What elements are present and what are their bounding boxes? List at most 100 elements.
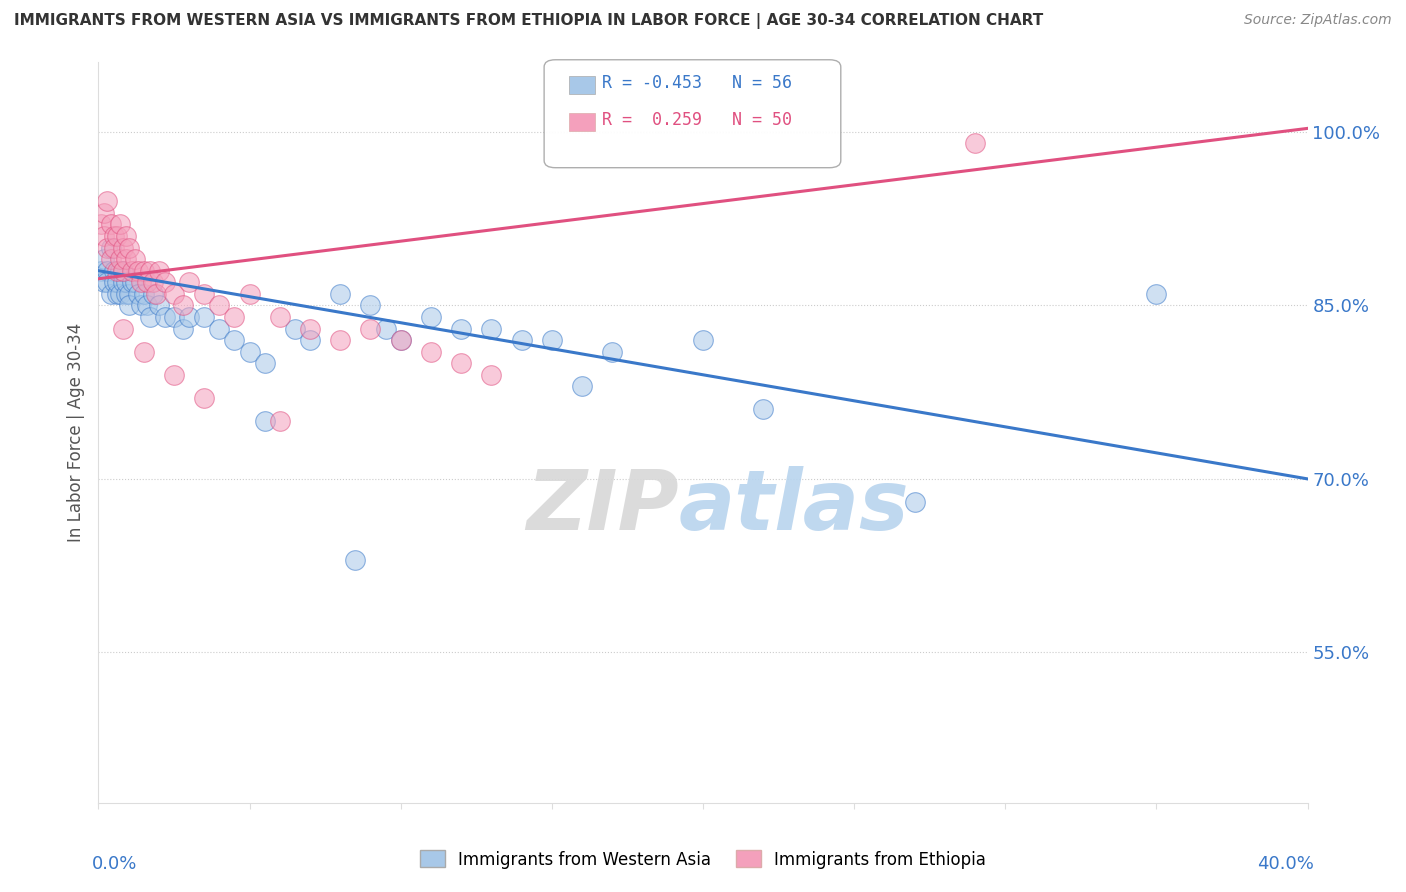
Point bbox=[105, 275, 128, 289]
Point bbox=[148, 263, 170, 277]
Point bbox=[93, 252, 115, 266]
Point bbox=[96, 263, 118, 277]
Point bbox=[103, 263, 125, 277]
Text: 40.0%: 40.0% bbox=[1257, 855, 1313, 872]
Point bbox=[129, 275, 152, 289]
Text: R =  0.259   N = 50: R = 0.259 N = 50 bbox=[602, 112, 792, 129]
Point bbox=[179, 310, 201, 324]
Point bbox=[239, 286, 262, 301]
Point bbox=[124, 275, 146, 289]
Point bbox=[114, 275, 136, 289]
Point bbox=[114, 229, 136, 244]
Point bbox=[132, 286, 155, 301]
Point bbox=[90, 263, 112, 277]
Point bbox=[153, 310, 176, 324]
Point bbox=[153, 275, 176, 289]
Point bbox=[193, 310, 215, 324]
Point bbox=[224, 310, 246, 324]
Point bbox=[108, 218, 131, 232]
Point bbox=[118, 298, 141, 312]
Point bbox=[100, 218, 122, 232]
Point bbox=[111, 263, 134, 277]
Point bbox=[510, 333, 533, 347]
Point bbox=[329, 286, 352, 301]
Point bbox=[420, 344, 443, 359]
Point bbox=[129, 298, 152, 312]
Point bbox=[135, 275, 157, 289]
Point bbox=[389, 333, 412, 347]
Point bbox=[96, 194, 118, 209]
Point bbox=[269, 310, 291, 324]
Point bbox=[139, 310, 162, 324]
Text: atlas: atlas bbox=[679, 467, 910, 547]
Point bbox=[135, 298, 157, 312]
Point bbox=[299, 333, 322, 347]
Point bbox=[344, 553, 367, 567]
Point bbox=[193, 391, 215, 405]
Point bbox=[142, 275, 165, 289]
Point bbox=[904, 495, 927, 509]
Point bbox=[118, 240, 141, 254]
Point bbox=[269, 414, 291, 428]
Point bbox=[90, 218, 112, 232]
Point bbox=[108, 263, 131, 277]
Point bbox=[208, 298, 231, 312]
Point bbox=[450, 356, 472, 370]
Point bbox=[127, 263, 149, 277]
Point bbox=[172, 321, 194, 335]
Point bbox=[481, 321, 503, 335]
Point bbox=[100, 286, 122, 301]
Point bbox=[114, 286, 136, 301]
Point bbox=[93, 275, 115, 289]
Text: 0.0%: 0.0% bbox=[93, 855, 138, 872]
Point bbox=[374, 321, 396, 335]
Point bbox=[172, 298, 194, 312]
Point bbox=[142, 286, 165, 301]
Y-axis label: In Labor Force | Age 30-34: In Labor Force | Age 30-34 bbox=[66, 323, 84, 542]
Point bbox=[1144, 286, 1167, 301]
Text: ZIP: ZIP bbox=[526, 467, 679, 547]
Point bbox=[105, 286, 128, 301]
Point bbox=[93, 206, 115, 220]
Point bbox=[96, 240, 118, 254]
Point bbox=[329, 333, 352, 347]
Legend: Immigrants from Western Asia, Immigrants from Ethiopia: Immigrants from Western Asia, Immigrants… bbox=[420, 850, 986, 869]
Point bbox=[114, 252, 136, 266]
Point bbox=[96, 275, 118, 289]
Point bbox=[105, 229, 128, 244]
Point bbox=[389, 333, 412, 347]
Point bbox=[105, 263, 128, 277]
Point bbox=[103, 275, 125, 289]
Point bbox=[481, 368, 503, 382]
Point bbox=[253, 356, 276, 370]
Point bbox=[118, 286, 141, 301]
Point bbox=[93, 229, 115, 244]
Point bbox=[121, 263, 143, 277]
Point bbox=[163, 368, 186, 382]
Point bbox=[299, 321, 322, 335]
Point bbox=[571, 379, 593, 393]
Point bbox=[450, 321, 472, 335]
Point bbox=[108, 252, 131, 266]
Point bbox=[752, 402, 775, 417]
Point bbox=[127, 286, 149, 301]
Point bbox=[420, 310, 443, 324]
Point bbox=[132, 344, 155, 359]
Point bbox=[100, 252, 122, 266]
Point bbox=[208, 321, 231, 335]
Point bbox=[360, 321, 382, 335]
Point bbox=[103, 229, 125, 244]
Point bbox=[253, 414, 276, 428]
Point bbox=[100, 240, 122, 254]
Point bbox=[103, 240, 125, 254]
Point bbox=[360, 298, 382, 312]
Point bbox=[111, 275, 134, 289]
Point bbox=[224, 333, 246, 347]
Point bbox=[163, 286, 186, 301]
Point bbox=[108, 286, 131, 301]
Point bbox=[111, 240, 134, 254]
Point bbox=[163, 310, 186, 324]
Point bbox=[139, 263, 162, 277]
Point bbox=[692, 333, 714, 347]
Text: R = -0.453   N = 56: R = -0.453 N = 56 bbox=[602, 74, 792, 92]
